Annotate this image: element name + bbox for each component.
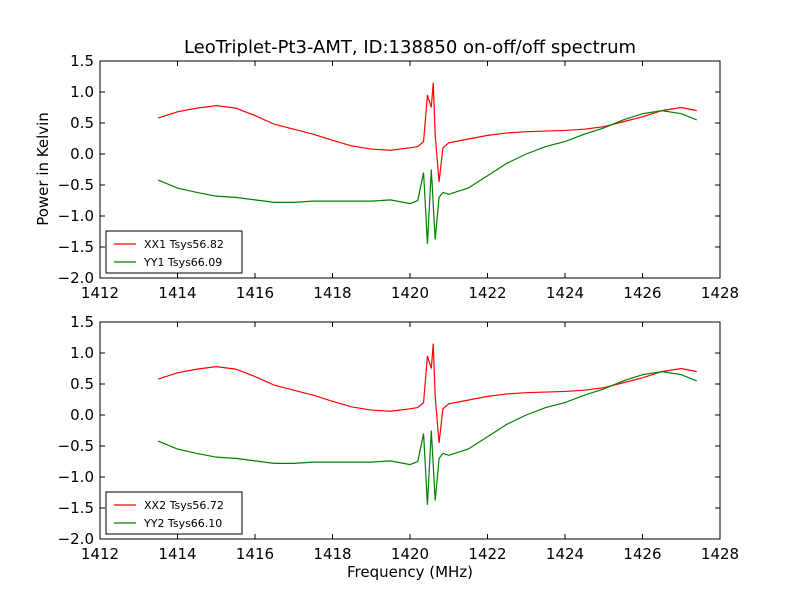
y-tick-label: −1.5 bbox=[58, 499, 94, 517]
series-line-red bbox=[157, 82, 697, 182]
legend-label: XX2 Tsys56.72 bbox=[144, 499, 224, 512]
x-axis-label: Frequency (MHz) bbox=[347, 563, 473, 581]
y-tick-label: −0.5 bbox=[58, 176, 94, 194]
legend-label: YY2 Tsys66.10 bbox=[143, 517, 222, 530]
legend-label: YY1 Tsys66.09 bbox=[143, 256, 222, 269]
legend-label: XX1 Tsys56.82 bbox=[144, 238, 224, 251]
x-tick-label: 1424 bbox=[546, 545, 584, 563]
y-tick-label: −1.5 bbox=[58, 238, 94, 256]
y-tick-label: −2.0 bbox=[58, 530, 94, 548]
y-tick-label: 1.5 bbox=[70, 313, 94, 331]
series-line-green bbox=[157, 109, 697, 244]
legend: XX1 Tsys56.82 YY1 Tsys66.09 bbox=[105, 230, 243, 274]
x-tick-label: 1412 bbox=[81, 284, 119, 302]
y-tick-label: −1.0 bbox=[58, 468, 94, 486]
x-tick-label: 1422 bbox=[468, 545, 506, 563]
bottom-panel: 1412 1414 1416 1418 1420 1422 1424 1426 1428 −2.0… bbox=[58, 313, 740, 563]
y-tick-label: −2.0 bbox=[58, 269, 94, 287]
y-tick-label: 1.0 bbox=[70, 83, 94, 101]
x-tick-label: 1418 bbox=[313, 284, 351, 302]
x-tick-label: 1420 bbox=[391, 284, 429, 302]
y-tick-label: 0.0 bbox=[70, 406, 94, 424]
y-axis-label: Power in Kelvin bbox=[34, 112, 52, 226]
legend: XX2 Tsys56.72 YY2 Tsys66.10 bbox=[105, 491, 243, 535]
x-tick-label: 1422 bbox=[468, 284, 506, 302]
y-tick-label: 1.5 bbox=[70, 52, 94, 70]
x-tick-label: 1414 bbox=[158, 284, 196, 302]
y-tick-label: 1.0 bbox=[70, 344, 94, 362]
x-tick-label: 1426 bbox=[623, 545, 661, 563]
y-tick-label: −1.0 bbox=[58, 207, 94, 225]
y-tick-label: −0.5 bbox=[58, 437, 94, 455]
x-tick-label: 1414 bbox=[158, 545, 196, 563]
x-tick-label: 1418 bbox=[313, 545, 351, 563]
x-tick-label: 1428 bbox=[701, 284, 739, 302]
legend-box bbox=[105, 491, 243, 535]
y-tick-label: 0.5 bbox=[70, 114, 94, 132]
legend-box bbox=[105, 230, 243, 274]
x-tick-label: 1428 bbox=[701, 545, 739, 563]
series-line-green bbox=[157, 370, 697, 505]
y-tick-label: 0.5 bbox=[70, 375, 94, 393]
x-tick-label: 1416 bbox=[236, 284, 274, 302]
y-tick-label: 0.0 bbox=[70, 145, 94, 163]
x-tick-label: 1424 bbox=[546, 284, 584, 302]
x-tick-label: 1412 bbox=[81, 545, 119, 563]
x-tick-label: 1420 bbox=[391, 545, 429, 563]
series-line-red bbox=[157, 343, 697, 443]
x-tick-label: 1426 bbox=[623, 284, 661, 302]
figure-title: LeoTriplet-Pt3-AMT, ID:138850 on-off/off… bbox=[184, 37, 636, 58]
top-panel: 1412 1414 1416 1418 1420 1422 1424 1426 1428 −2.0… bbox=[58, 52, 740, 302]
x-tick-label: 1416 bbox=[236, 545, 274, 563]
